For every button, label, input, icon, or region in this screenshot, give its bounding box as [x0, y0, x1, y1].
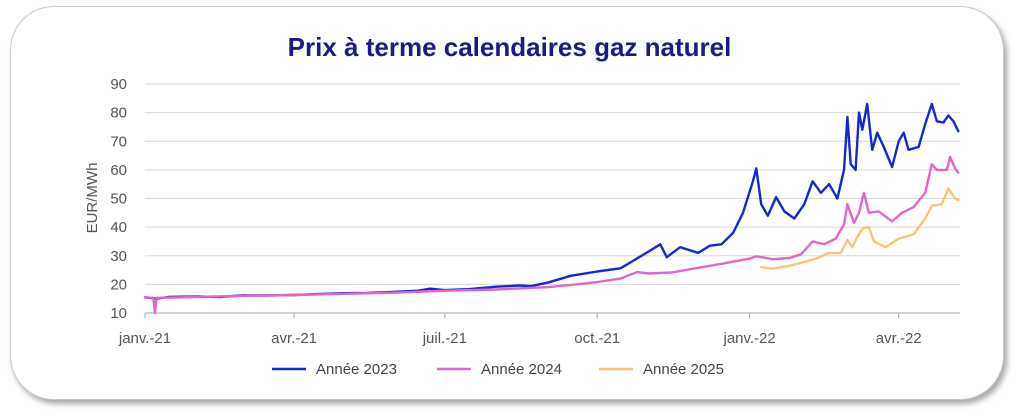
legend-item-2: Année 2024: [437, 361, 562, 378]
legend-item-3: Année 2025: [599, 361, 724, 378]
x-axis-ticks: janv.-21 avr.-21 juil.-21 oct.-21 janv.-22 av…: [118, 313, 922, 347]
legend-label: Année 2023: [316, 361, 397, 378]
y-tick-label: 10: [110, 305, 127, 322]
series-line-1: [143, 102, 960, 300]
legend: Année 2023 Année 2024 Année 2025: [272, 361, 724, 378]
y-tick-label: 70: [110, 133, 127, 150]
y-tick-label: 50: [110, 191, 127, 208]
series-lines: [143, 102, 960, 315]
series-line-3: [760, 187, 960, 270]
x-tick-label: juil.-21: [422, 330, 467, 347]
x-tick-label: janv.-21: [118, 330, 171, 347]
gridlines: [145, 83, 960, 285]
chart-title: Prix à terme calendaires gaz naturel: [287, 32, 732, 62]
y-tick-label: 40: [110, 219, 127, 236]
legend-label: Année 2024: [481, 361, 562, 378]
x-tick-label: oct.-21: [574, 330, 620, 347]
y-tick-label: 60: [110, 162, 127, 179]
x-tick-label: janv.-22: [722, 330, 775, 347]
legend-label: Année 2025: [643, 361, 724, 378]
series-line-2: [143, 155, 960, 315]
y-tick-label: 30: [110, 248, 127, 265]
y-axis-ticks: 10 20 30 40 50 60 70 80 90: [110, 76, 127, 322]
y-tick-label: 90: [110, 76, 127, 93]
x-tick-label: avr.-21: [271, 330, 317, 347]
x-tick-label: avr.-22: [876, 330, 922, 347]
y-axis-label: EUR/MWh: [84, 163, 101, 234]
y-tick-label: 20: [110, 276, 127, 293]
legend-item-1: Année 2023: [272, 361, 397, 378]
chart-card: [10, 6, 1004, 400]
y-tick-label: 80: [110, 105, 127, 122]
